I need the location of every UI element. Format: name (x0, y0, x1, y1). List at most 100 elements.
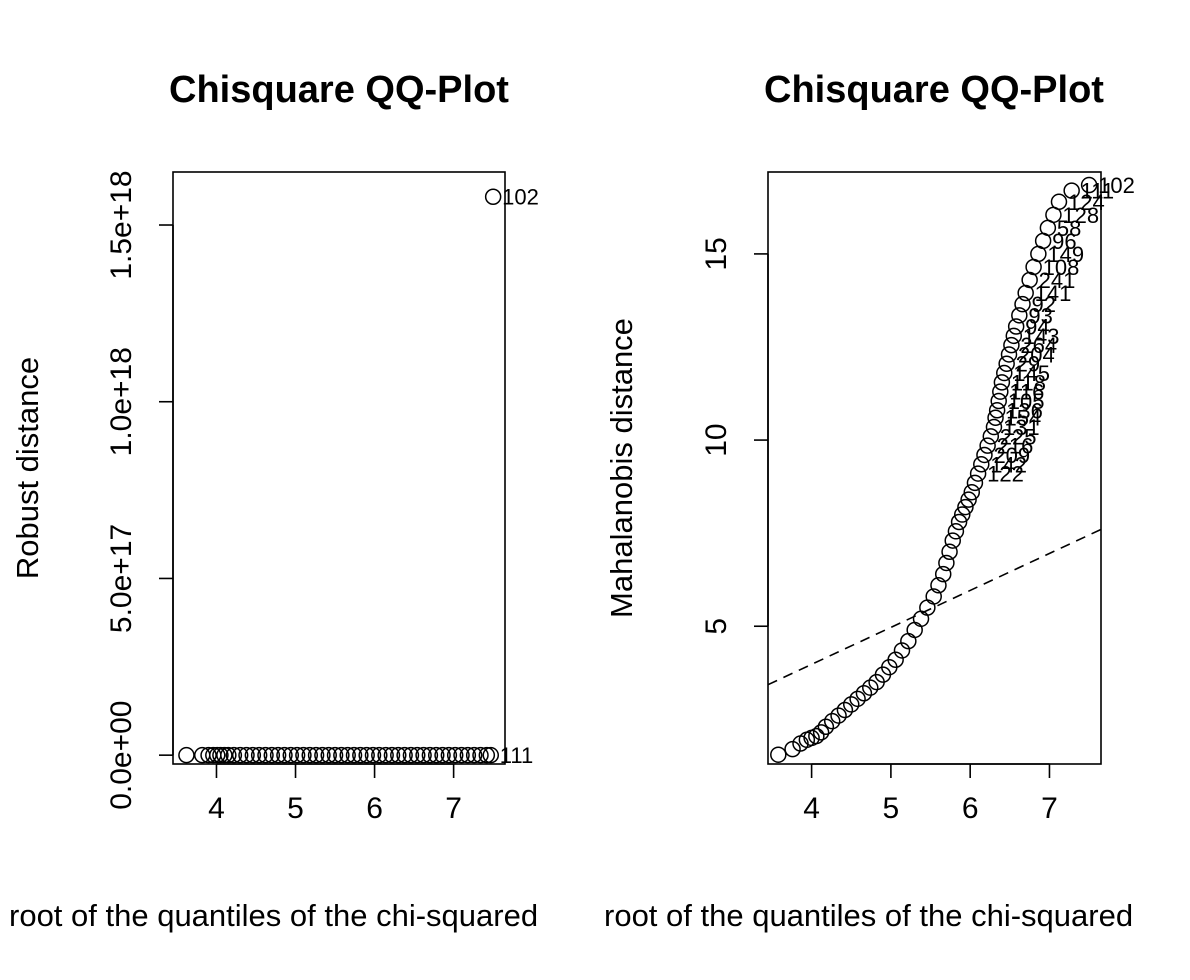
y-tick-label: 0.0e+00 (105, 701, 138, 810)
data-point (996, 364, 1013, 382)
data-point (301, 746, 319, 764)
x-tick-label: 6 (962, 792, 979, 825)
data-point (358, 746, 375, 764)
left-panel: Chisquare QQ-Plot Robust distance 4 5 6 7 0.… (10, 69, 539, 825)
point-label: 142 (990, 452, 1027, 477)
data-point (963, 483, 981, 501)
x-tick-label: 5 (883, 792, 900, 825)
data-point (231, 746, 249, 764)
data-point (200, 746, 217, 764)
data-point (314, 746, 331, 764)
point-label: 264 (1020, 333, 1057, 358)
point-label: 111 (500, 743, 533, 768)
x-tick-label: 5 (287, 792, 304, 825)
point-label: 108 (1043, 255, 1080, 280)
y-tick-label: 5.0e+17 (105, 524, 138, 633)
data-point (950, 513, 968, 531)
data-point (887, 651, 904, 668)
data-point (862, 679, 879, 696)
data-point (979, 437, 996, 454)
data-point (941, 543, 958, 561)
point-label: 154 (1005, 406, 1042, 431)
data-point (364, 746, 382, 764)
right-data-points (770, 176, 1098, 763)
right-chart-title: Chisquare QQ-Plot (764, 69, 1104, 111)
right-point-labels: 1021111241285896149108241141929394143264… (987, 173, 1135, 487)
point-label: 29 (1016, 352, 1040, 377)
data-point (817, 718, 835, 736)
data-point (263, 746, 281, 764)
point-label: 131 (1003, 415, 1040, 440)
point-label: 225 (1000, 424, 1037, 449)
data-point (969, 465, 987, 482)
data-point (478, 746, 496, 764)
point-label: 102 (502, 185, 539, 210)
data-point (966, 474, 984, 492)
data-point (352, 746, 369, 764)
data-point (770, 746, 787, 763)
data-point (484, 188, 502, 205)
data-point (396, 746, 413, 764)
point-label: 149 (1047, 242, 1084, 267)
data-point (1011, 307, 1028, 324)
data-point (1007, 318, 1025, 335)
data-point (843, 696, 860, 713)
data-point (326, 746, 344, 764)
data-point (830, 707, 847, 724)
point-label: 105 (1008, 389, 1045, 414)
data-point (944, 532, 961, 549)
data-point (220, 746, 237, 764)
x-tick-label: 6 (366, 792, 383, 825)
data-point (988, 402, 1006, 419)
point-label: 143 (1023, 324, 1060, 349)
data-point (992, 383, 1009, 400)
x-tick-label: 7 (1041, 792, 1058, 825)
data-point (985, 418, 1003, 436)
point-label: 116 (1009, 380, 1044, 405)
right-y-axis-label: Mahalanobis distance (604, 318, 639, 618)
point-label: 124 (1068, 190, 1105, 215)
right-panel: Chisquare QQ-Plot Mahalanobis distance 4… (604, 69, 1135, 825)
right-x-axis-label: root of the quantiles of the chi-squared (604, 898, 1133, 933)
point-label: 241 (1039, 268, 1076, 293)
point-label: 111 (1081, 179, 1114, 204)
y-tick-label: 1.0e+18 (105, 347, 138, 456)
data-point (446, 746, 464, 764)
left-y-axis-label: Robust distance (10, 357, 45, 579)
reference-line (767, 528, 1102, 686)
data-point (307, 746, 325, 764)
data-point (855, 685, 873, 702)
data-point (402, 746, 420, 764)
left-chart-title: Chisquare QQ-Plot (169, 69, 509, 111)
point-label: 122 (987, 462, 1024, 487)
point-label: 204 (1018, 342, 1055, 367)
data-point (257, 746, 274, 764)
data-point (938, 554, 955, 572)
point-label: 145 (1013, 361, 1050, 386)
data-point (808, 727, 825, 745)
point-label: 128 (1062, 203, 1099, 228)
point-label: 216 (997, 434, 1034, 459)
data-point (823, 712, 841, 730)
data-point (957, 498, 974, 516)
data-point (954, 506, 971, 523)
data-point (288, 746, 306, 764)
right-axis-ticks: 4 5 6 7 5 10 15 (700, 237, 1058, 825)
data-point (1050, 193, 1068, 211)
left-point-labels: 102 111 (500, 185, 539, 768)
data-point (947, 523, 965, 540)
data-point (440, 746, 458, 764)
point-label: 209 (993, 443, 1030, 468)
data-point (282, 746, 300, 764)
data-point (973, 456, 990, 473)
x-tick-label: 7 (445, 792, 462, 825)
y-tick-label: 15 (700, 237, 733, 270)
data-point (993, 374, 1011, 391)
data-point (434, 746, 451, 764)
data-point (320, 746, 337, 764)
data-point (250, 746, 268, 764)
data-point (912, 610, 930, 628)
x-tick-label: 4 (208, 792, 225, 825)
data-point (934, 565, 952, 583)
data-point (1000, 346, 1018, 363)
